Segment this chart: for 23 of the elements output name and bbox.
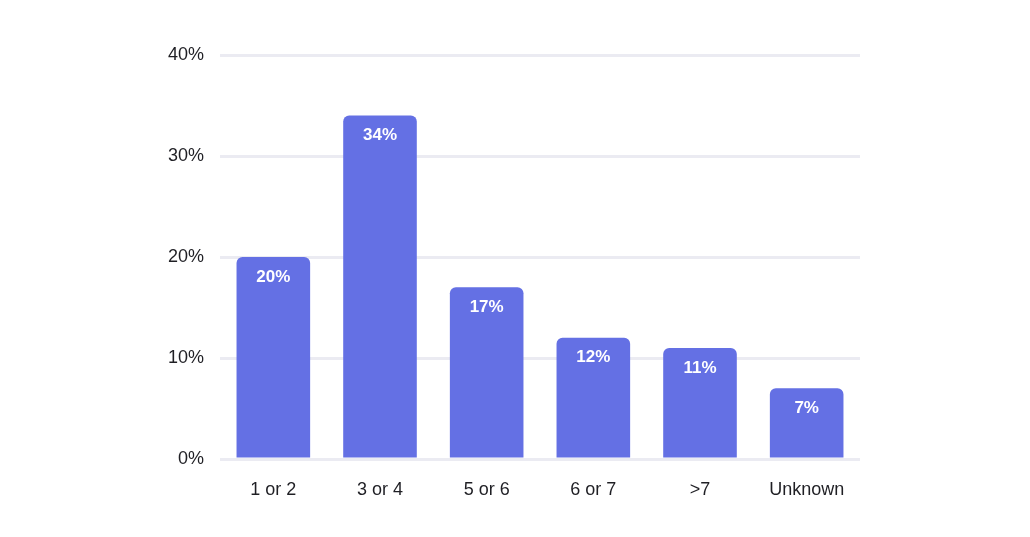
x-tick-label: Unknown — [769, 478, 845, 499]
bar — [769, 388, 844, 458]
y-tick-label: 40% — [167, 43, 204, 64]
x-tick-label: 3 or 4 — [356, 478, 404, 499]
y-tick-label: 20% — [167, 245, 204, 266]
x-tick-label: 6 or 7 — [570, 478, 617, 499]
y-tick-label: 30% — [167, 144, 204, 165]
data-label: 12% — [576, 347, 611, 367]
data-label: 7% — [794, 397, 819, 417]
bar — [556, 337, 631, 458]
y-tick-label: 0% — [177, 447, 204, 468]
data-label: 17% — [469, 296, 504, 316]
data-label: 20% — [256, 266, 291, 286]
bar — [343, 115, 417, 458]
bar — [449, 287, 524, 458]
data-label: 34% — [362, 125, 398, 145]
y-tick-label: 10% — [167, 346, 204, 367]
x-tick-label: 5 or 6 — [463, 478, 510, 499]
x-tick-label: 1 or 2 — [250, 478, 297, 499]
bar — [663, 347, 737, 458]
x-tick-label: >7 — [689, 478, 711, 499]
data-label: 11% — [683, 357, 717, 377]
bar — [236, 257, 311, 458]
